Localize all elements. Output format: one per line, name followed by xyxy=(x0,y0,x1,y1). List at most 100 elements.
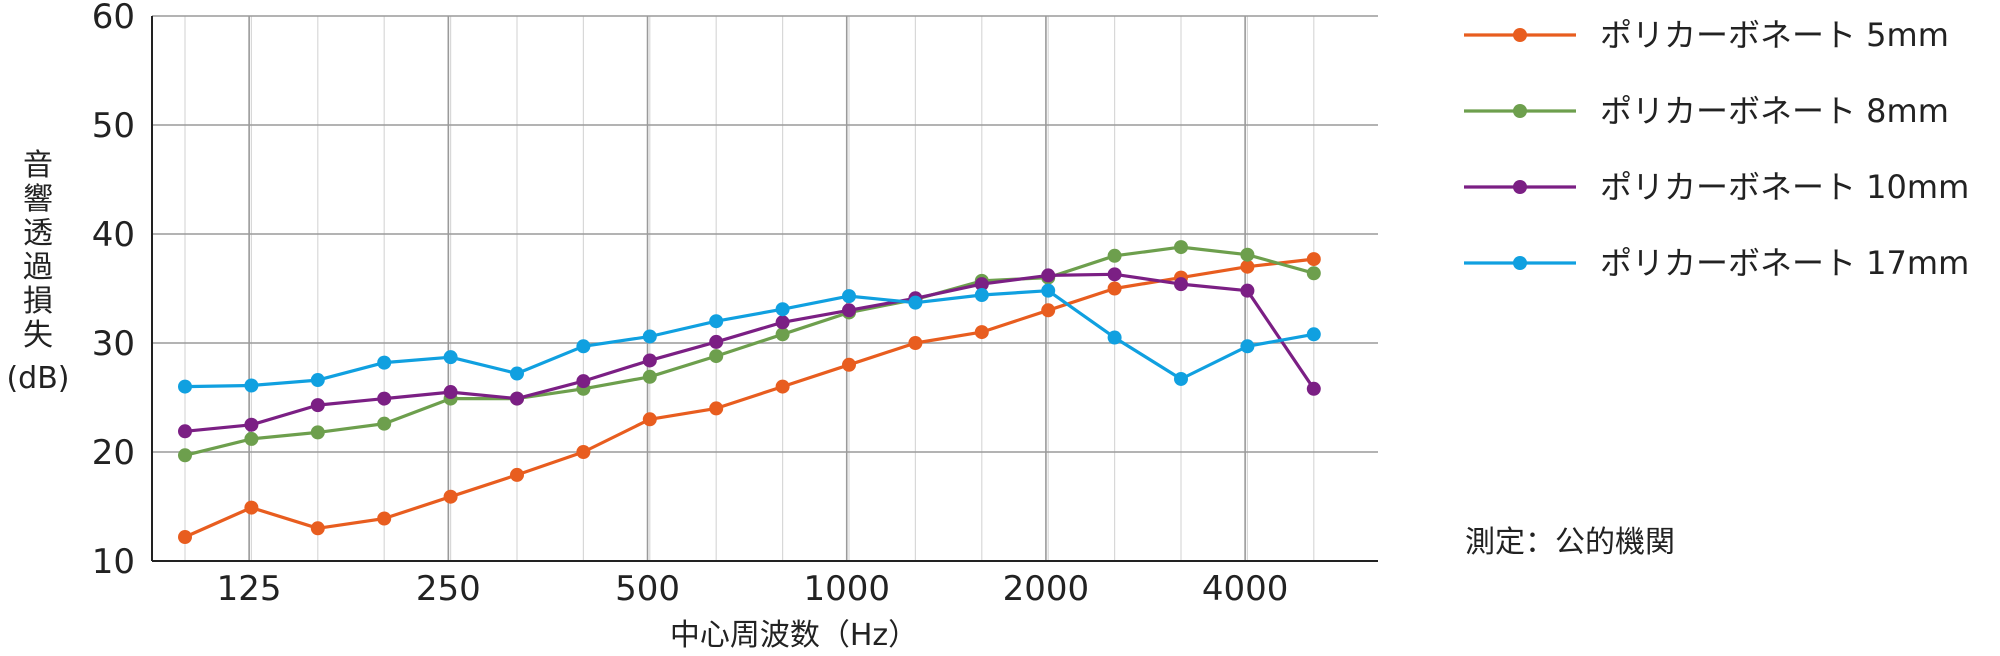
series-line-2 xyxy=(184,272,1316,433)
y-tick-label: 30 xyxy=(92,324,135,364)
data-point xyxy=(1306,327,1321,342)
data-point xyxy=(1306,252,1321,267)
data-point xyxy=(1306,381,1321,396)
data-point xyxy=(775,327,790,342)
data-point xyxy=(1240,247,1255,262)
legend-marker xyxy=(1513,256,1527,270)
x-axis-title: 中心周波数（Hz） xyxy=(670,618,918,652)
data-point xyxy=(1174,371,1188,386)
y-axis-title-char: 透 xyxy=(23,216,53,251)
data-point xyxy=(642,369,657,384)
y-tick-label: 10 xyxy=(92,542,135,582)
x-tick-label: 4000 xyxy=(1202,569,1289,609)
series-line-1 xyxy=(184,245,1315,457)
data-point xyxy=(842,303,856,318)
data-point xyxy=(310,521,325,536)
series-line-3 xyxy=(184,289,1315,389)
data-point xyxy=(642,329,657,344)
data-point xyxy=(510,366,524,381)
data-point xyxy=(974,325,989,340)
x-tick-label: 500 xyxy=(615,569,680,609)
series-layer xyxy=(178,240,1321,545)
y-tick-label: 50 xyxy=(92,106,135,146)
y-axis-title-char: 失 xyxy=(23,318,53,353)
data-point xyxy=(1240,339,1255,354)
data-point xyxy=(642,412,657,427)
data-point xyxy=(443,350,458,365)
data-point xyxy=(244,378,259,393)
data-point xyxy=(1107,330,1122,345)
data-point xyxy=(1107,281,1122,296)
data-point xyxy=(310,425,325,440)
data-point xyxy=(244,417,259,432)
legend-label: ポリカーボネート 5mm xyxy=(1600,16,1949,54)
y-tick-label: 60 xyxy=(92,0,135,37)
legend-layer: ポリカーボネート 5mm ポリカーボネート 8mm ポリカーボネート 10mm ポリカ… xyxy=(1464,16,1969,282)
y-axis-title-char: (dB) xyxy=(6,361,69,396)
data-point xyxy=(510,467,524,482)
data-point xyxy=(709,349,724,364)
y-tick-label: 40 xyxy=(92,215,135,255)
data-point xyxy=(1240,283,1255,298)
data-point xyxy=(244,431,259,446)
y-tick-label: 20 xyxy=(92,433,135,473)
data-point xyxy=(178,530,192,545)
axes-layer xyxy=(151,16,1378,562)
legend-label: ポリカーボネート 8mm xyxy=(1600,92,1949,130)
data-point xyxy=(1107,248,1122,263)
x-tick-label: 125 xyxy=(217,569,282,609)
legend-marker xyxy=(1513,28,1527,42)
series-line-0 xyxy=(184,257,1314,539)
data-point xyxy=(1240,259,1255,274)
data-point xyxy=(576,339,591,354)
legend-marker xyxy=(1513,104,1527,118)
x-tick-label: 2000 xyxy=(1003,569,1090,609)
data-point xyxy=(510,391,524,406)
data-point xyxy=(443,385,458,400)
x-tick-label: 1000 xyxy=(803,569,890,609)
data-point xyxy=(576,445,591,459)
x-tick-label: 250 xyxy=(416,569,481,609)
data-point xyxy=(642,353,657,368)
data-point xyxy=(1174,277,1188,292)
note-annotation: 測定：公的機関 xyxy=(1465,525,1675,560)
data-point xyxy=(310,398,325,413)
y-axis-title-char: 音 xyxy=(23,148,53,183)
data-point xyxy=(178,424,192,439)
data-point xyxy=(178,379,192,394)
data-point xyxy=(775,315,790,330)
data-point xyxy=(709,334,724,349)
data-point xyxy=(842,357,856,372)
data-point xyxy=(1041,268,1056,283)
data-point xyxy=(709,314,724,329)
data-point xyxy=(576,374,591,389)
data-point xyxy=(443,489,458,504)
legend-label: ポリカーボネート 10mm xyxy=(1600,168,1969,206)
data-point xyxy=(1041,283,1056,298)
data-point xyxy=(1306,266,1321,281)
data-point xyxy=(1041,303,1056,318)
data-point xyxy=(842,289,856,304)
y-axis-title-char: 響 xyxy=(23,182,53,217)
data-point xyxy=(1107,267,1122,282)
data-point xyxy=(377,416,392,431)
legend-marker xyxy=(1513,180,1527,194)
y-axis-title-char: 過 xyxy=(23,250,53,285)
y-axis-title-char: 損 xyxy=(23,284,53,319)
data-point xyxy=(709,401,724,416)
data-point xyxy=(974,277,989,292)
data-point xyxy=(244,500,259,515)
data-point xyxy=(775,302,790,317)
grid-layer xyxy=(152,15,1378,561)
data-point xyxy=(974,288,989,303)
legend-label: ポリカーボネート 17mm xyxy=(1600,244,1969,282)
data-point xyxy=(377,391,392,406)
data-point xyxy=(377,511,392,526)
data-point xyxy=(1174,240,1188,255)
data-point xyxy=(377,355,392,370)
data-point xyxy=(178,448,192,463)
data-point xyxy=(908,295,923,310)
